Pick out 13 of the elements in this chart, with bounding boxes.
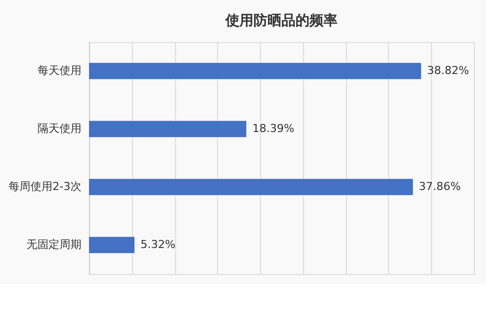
bar	[89, 178, 413, 196]
data-label: 38.82%	[427, 64, 470, 77]
y-tick-label: 隔天使用	[38, 122, 82, 135]
y-tick-label: 每天使用	[38, 64, 82, 77]
data-label: 18.39%	[252, 122, 294, 135]
data-label: 37.86%	[418, 180, 461, 193]
y-tick-label: 无固定周期	[26, 238, 82, 251]
data-label: 5.32%	[140, 238, 176, 251]
chart-title: 使用防晒品的频率	[224, 12, 338, 29]
bar	[89, 62, 422, 80]
bar	[89, 236, 135, 254]
y-tick-label: 每周使用2-3次	[8, 180, 82, 193]
bar	[89, 120, 246, 138]
